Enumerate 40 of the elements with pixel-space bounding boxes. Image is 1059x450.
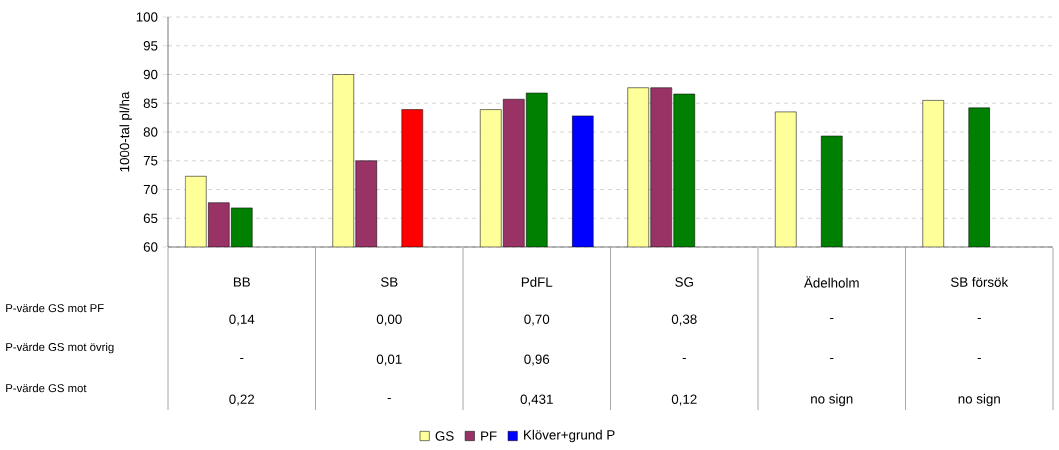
y-tick-label: 90 (143, 69, 158, 80)
text: 0,00 (376, 314, 402, 326)
y-tick-label: 85 (143, 98, 158, 108)
legend-label: Klöver+grund P (524, 429, 615, 443)
text: no sign (811, 393, 853, 407)
text: - (977, 357, 981, 359)
y-tick-label: 95 (143, 41, 158, 51)
text: - (830, 317, 834, 319)
text: 0,70 (524, 314, 550, 326)
text: no sign (958, 393, 1000, 407)
text: - (977, 317, 981, 319)
text: - (387, 397, 391, 399)
text: 0,431 (520, 394, 553, 406)
y-axis-title: 1000-tal pl/ha (119, 91, 132, 172)
x-tick-label: SG (675, 277, 693, 287)
x-tick-label: PdFL (521, 277, 553, 287)
x-tick-label: SB försök (950, 277, 1009, 287)
text: 0,12 (671, 394, 697, 406)
x-tick-label: Ädelholm (803, 276, 859, 288)
x-tick-label: SB (380, 277, 398, 287)
text: - (682, 357, 686, 359)
y-tick-label: 65 (143, 213, 158, 223)
legend-label: PF (481, 431, 497, 441)
y-tick-label: 60 (143, 242, 158, 252)
text: 0,96 (524, 354, 550, 366)
y-tick-label: 100 (136, 12, 158, 22)
text: P-värde GS mot PF (6, 303, 104, 313)
text: 0,22 (229, 394, 255, 406)
text: P-värde GS mot övrig (6, 342, 114, 354)
text: 0,01 (376, 354, 402, 366)
y-tick-label: 75 (143, 156, 158, 166)
x-tick-label: BB (233, 277, 250, 287)
y-tick-label: 70 (143, 184, 158, 195)
text: - (830, 357, 834, 359)
legend-label: GS (435, 431, 454, 441)
text: P-värde GS mot (6, 383, 87, 393)
y-tick-label: 80 (143, 127, 158, 137)
text: 0,38 (671, 314, 697, 326)
text: - (240, 357, 244, 359)
text: 0,14 (229, 314, 255, 326)
